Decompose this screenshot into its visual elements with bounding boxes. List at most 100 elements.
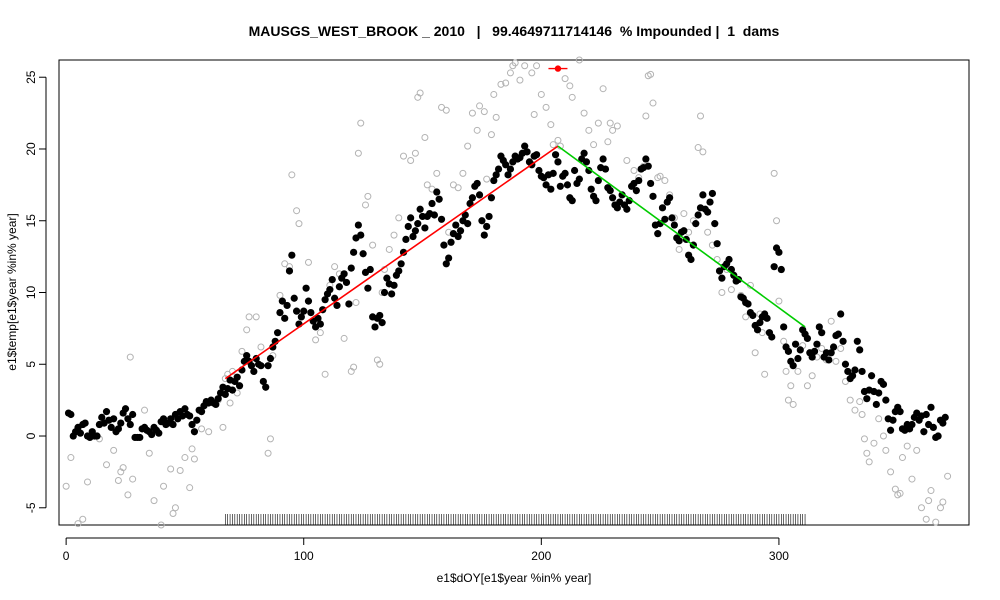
- open-point: [62, 482, 70, 490]
- open-point: [186, 484, 194, 492]
- filled-point: [853, 337, 861, 345]
- open-point: [770, 169, 778, 177]
- open-point: [882, 446, 890, 454]
- filled-point: [694, 211, 702, 219]
- open-point: [521, 62, 529, 70]
- filled-point: [414, 220, 422, 228]
- open-point: [103, 461, 111, 469]
- open-point: [818, 344, 826, 352]
- filled-point: [464, 220, 472, 228]
- open-point: [157, 521, 165, 529]
- filled-point: [642, 155, 650, 163]
- open-point: [704, 228, 712, 236]
- filled-point: [433, 188, 441, 196]
- filled-point: [856, 346, 864, 354]
- filled-point: [388, 290, 396, 298]
- x-axis: 0 100 200 300: [63, 537, 789, 563]
- open-point: [176, 466, 184, 474]
- open-point: [190, 455, 198, 463]
- open-point: [568, 93, 576, 101]
- open-point: [110, 446, 118, 454]
- open-point: [288, 171, 296, 179]
- open-point: [497, 80, 505, 88]
- open-point: [119, 464, 127, 472]
- filled-point: [188, 420, 196, 429]
- open-point: [761, 370, 769, 378]
- filled-point: [181, 405, 189, 413]
- open-point: [238, 347, 246, 355]
- filled-point: [929, 423, 937, 432]
- open-point: [898, 454, 906, 462]
- filled-point: [483, 222, 491, 231]
- filled-point: [402, 235, 410, 243]
- filled-point: [321, 296, 329, 304]
- filled-point: [262, 383, 270, 391]
- filled-point: [250, 367, 258, 376]
- filled-point: [789, 362, 797, 370]
- filled-point: [300, 307, 308, 315]
- open-point: [243, 326, 251, 334]
- filled-point: [791, 340, 800, 348]
- filled-point: [934, 432, 942, 440]
- filled-point: [609, 194, 617, 202]
- breakpoint-point: [554, 65, 562, 72]
- open-point: [554, 136, 562, 144]
- open-point: [594, 119, 602, 127]
- filled-point: [197, 408, 206, 416]
- open-point: [860, 435, 868, 443]
- filled-point: [395, 267, 403, 275]
- filled-point: [813, 340, 821, 348]
- open-point: [124, 491, 132, 499]
- open-point: [312, 336, 320, 344]
- filled-point: [756, 319, 764, 327]
- open-point: [561, 75, 569, 83]
- open-point: [252, 313, 260, 321]
- filled-point: [110, 415, 118, 423]
- open-point: [879, 432, 887, 440]
- open-point: [599, 85, 607, 93]
- filled-point: [243, 352, 251, 360]
- filled-point: [875, 389, 883, 397]
- open-point: [167, 465, 175, 473]
- filled-point: [551, 151, 560, 159]
- filled-point: [342, 278, 351, 287]
- filled-point: [908, 420, 916, 429]
- filled-point: [770, 263, 778, 271]
- filled-point: [858, 367, 866, 376]
- filled-point: [473, 179, 481, 188]
- filled-point: [409, 232, 417, 241]
- filled-point: [316, 320, 324, 328]
- open-point: [530, 111, 538, 119]
- filled-point: [601, 165, 610, 173]
- filled-point: [556, 182, 564, 190]
- open-point: [295, 220, 303, 228]
- filled-point: [233, 373, 241, 381]
- filled-point: [784, 347, 793, 355]
- open-point: [751, 349, 759, 357]
- filled-point: [107, 423, 115, 432]
- filled-point: [76, 429, 84, 437]
- open-point: [936, 504, 944, 512]
- open-point: [932, 518, 940, 526]
- filled-point: [421, 224, 429, 232]
- open-points: [62, 56, 952, 529]
- filled-point: [570, 166, 579, 175]
- filled-point: [397, 260, 405, 268]
- filled-point: [212, 400, 220, 409]
- filled-point: [706, 198, 714, 206]
- filled-point: [148, 430, 156, 439]
- filled-point: [647, 179, 655, 188]
- filled-point: [532, 151, 541, 159]
- filled-point: [314, 314, 322, 322]
- filled-point: [635, 176, 643, 185]
- filled-point: [285, 267, 294, 275]
- open-point: [459, 169, 467, 177]
- filled-point: [618, 191, 626, 199]
- filled-point: [259, 377, 267, 386]
- filled-point: [841, 360, 850, 368]
- filled-point: [492, 171, 500, 179]
- filled-point: [666, 194, 674, 202]
- filled-point: [563, 181, 572, 189]
- filled-point: [939, 419, 947, 427]
- filled-point: [794, 354, 802, 363]
